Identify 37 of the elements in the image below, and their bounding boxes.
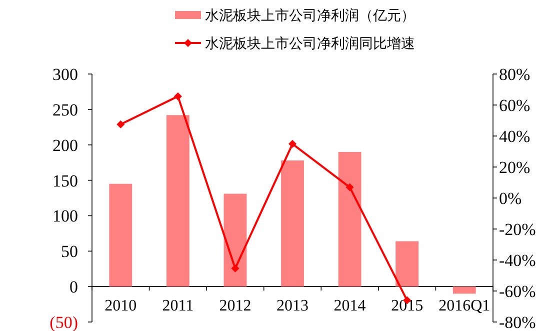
y2-tick-label: -60%	[499, 282, 536, 301]
x-tick-label: 2013	[276, 298, 308, 315]
x-tick-label: 2011	[162, 298, 194, 315]
y-tick-label: 50	[61, 242, 78, 262]
x-tick-label: 2014	[334, 298, 366, 315]
y-tick-label: 300	[52, 65, 78, 84]
y2-tick-label: 20%	[499, 158, 530, 177]
y2-tick-label: -80%	[499, 313, 536, 331]
x-tick-label: 2012	[219, 298, 252, 315]
y-tick-label: 0	[70, 278, 78, 297]
legend-label: 水泥板块上市公司净利润（亿元）	[205, 8, 415, 24]
y2-tick-label: 80%	[499, 65, 530, 84]
y-tick-label: 200	[52, 136, 78, 155]
point	[174, 92, 182, 100]
bar	[396, 241, 419, 287]
x-tick-label: 2010	[104, 298, 137, 315]
legend-label: 水泥板块上市公司净利润同比增速	[205, 36, 415, 52]
bar	[281, 160, 304, 287]
y-tick-label: 100	[52, 206, 78, 226]
point	[288, 140, 296, 148]
bar	[224, 194, 247, 287]
y-tick-label: 250	[52, 100, 78, 120]
y2-tick-label: -20%	[499, 220, 536, 239]
bar	[338, 152, 362, 287]
y2-tick-label: 60%	[499, 96, 530, 115]
y2-tick-label: 0%	[499, 189, 522, 208]
point	[116, 120, 125, 128]
point	[346, 183, 354, 192]
x-tick-label: 2015	[391, 298, 424, 315]
point	[231, 264, 240, 272]
x-tick-label: 2016Q1	[438, 298, 490, 315]
y2-tick-label: 40%	[499, 127, 530, 146]
bar	[452, 286, 476, 294]
y-tick-label: 150	[52, 171, 78, 190]
y2-tick-label: -40%	[499, 251, 536, 270]
bar	[109, 184, 132, 287]
bar	[166, 115, 190, 287]
